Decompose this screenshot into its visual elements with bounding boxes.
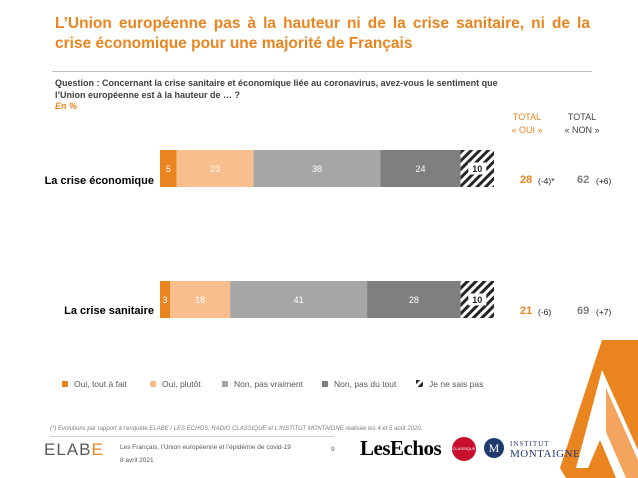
- bar-sanitaire-oui-plutot: [170, 281, 231, 318]
- legend-item-non-pas-vraiment: Non, pas vraiment: [222, 379, 303, 389]
- legend-swatch-dark-gray: [322, 381, 328, 387]
- bar-label-economique-je-ne-sais-pas: 10: [472, 164, 482, 174]
- institut-montaigne-line1: INSTITUT: [510, 440, 550, 448]
- legend-item-je-ne-sais-pas: Je ne sais pas: [416, 379, 483, 389]
- total-oui-sanitaire: 21: [520, 305, 533, 317]
- bar-label-background: [468, 293, 487, 306]
- elabe-logo-text: ELAB: [44, 440, 92, 459]
- legend-label: Non, pas du tout: [334, 379, 397, 389]
- legend-item-oui-tout-a-fait: Oui, tout à fait: [62, 379, 127, 389]
- unit-label: En %: [55, 101, 78, 111]
- elabe-logo-accent: E: [91, 440, 104, 459]
- column-header-total-non: TOTAL « NON »: [552, 111, 612, 137]
- legend-swatch-light-orange: [150, 381, 156, 387]
- legend-label: Non, pas vraiment: [234, 379, 303, 389]
- footer-study-title: Les Français, l’Union européenne et l’ép…: [120, 444, 291, 451]
- les-echos-logo: LesEchos: [360, 436, 442, 460]
- elabe-logo: ELABE: [44, 440, 104, 460]
- bar-economique-non-pas-du-tout: [380, 150, 461, 187]
- bar-sanitaire-non-pas-du-tout: [367, 281, 461, 318]
- column-header-total-non-line1: TOTAL: [567, 112, 597, 122]
- footer-date: 8 avril 2021: [120, 457, 154, 464]
- bar-label-sanitaire-oui-plutot: 18: [195, 295, 205, 305]
- bar-label-economique-non-pas-vraiment: 38: [312, 164, 322, 174]
- total-non-economique: 62: [577, 174, 590, 186]
- evol-non-sanitaire: (+7): [596, 307, 612, 317]
- legend-swatch-hatched: [416, 380, 423, 387]
- page-number: 9: [331, 446, 335, 453]
- legend-item-non-pas-du-tout: Non, pas du tout: [322, 379, 396, 389]
- radio-classique-logo: CLASSIQUE: [452, 437, 476, 461]
- bar-label-economique-oui-tout-a-fait: 5: [166, 164, 171, 174]
- row-label-economique: La crise économique: [44, 175, 154, 187]
- brand-chevron-graphic: [560, 340, 638, 478]
- bar-label-sanitaire-non-pas-du-tout: 28: [409, 295, 419, 305]
- title-divider: [52, 71, 592, 72]
- total-non-sanitaire: 69: [577, 305, 590, 317]
- legend-label: Je ne sais pas: [429, 379, 484, 389]
- column-header-total-oui-line2: « OUI »: [511, 125, 543, 135]
- question-text: Question : Concernant la crise sanitaire…: [55, 78, 498, 100]
- bar-label-economique-oui-plutot: 23: [210, 164, 220, 174]
- evol-oui-sanitaire: (-6): [538, 307, 552, 317]
- column-header-total-non-line2: « NON »: [564, 125, 600, 135]
- legend-item-oui-plutot: Oui, plutôt: [150, 379, 201, 389]
- institut-montaigne-logo-text: INSTITUT MONTAIGNE: [510, 439, 581, 460]
- legend-label: Oui, tout à fait: [74, 379, 127, 389]
- institut-montaigne-logo-icon: M: [484, 438, 504, 458]
- evol-oui-economique: (-4)*: [538, 176, 555, 186]
- bar-label-economique-non-pas-du-tout: 24: [416, 164, 426, 174]
- bar-label-sanitaire-oui-tout-a-fait: 3: [163, 295, 168, 305]
- column-header-total-oui-line1: TOTAL: [512, 112, 542, 122]
- evol-non-economique: (+6): [596, 176, 612, 186]
- total-oui-economique: 28: [520, 174, 533, 186]
- bar-economique-oui-tout-a-fait: [160, 150, 177, 187]
- footnote: (*) Evolutions par rapport à l’enquête E…: [50, 426, 423, 432]
- row-label-sanitaire: La crise sanitaire: [64, 305, 154, 317]
- legend-swatch-light-gray: [222, 381, 228, 387]
- bar-label-sanitaire-non-pas-vraiment: 41: [294, 295, 304, 305]
- bar-economique-non-pas-vraiment: [253, 150, 381, 187]
- bar-economique-oui-plutot: [176, 150, 254, 187]
- column-header-total-oui: TOTAL « OUI »: [497, 111, 557, 137]
- bar-label-background: [468, 162, 487, 175]
- footer-divider: [50, 436, 334, 437]
- legend-label: Oui, plutôt: [162, 379, 201, 389]
- bar-label-sanitaire-je-ne-sais-pas: 10: [472, 295, 482, 305]
- institut-montaigne-line2: MONTAIGNE: [510, 448, 581, 460]
- bar-sanitaire-non-pas-vraiment: [230, 281, 368, 318]
- page-title: L’Union européenne pas à la hauteur ni d…: [55, 15, 590, 52]
- bar-sanitaire-oui-tout-a-fait: [160, 281, 171, 318]
- legend-swatch-orange: [62, 381, 68, 387]
